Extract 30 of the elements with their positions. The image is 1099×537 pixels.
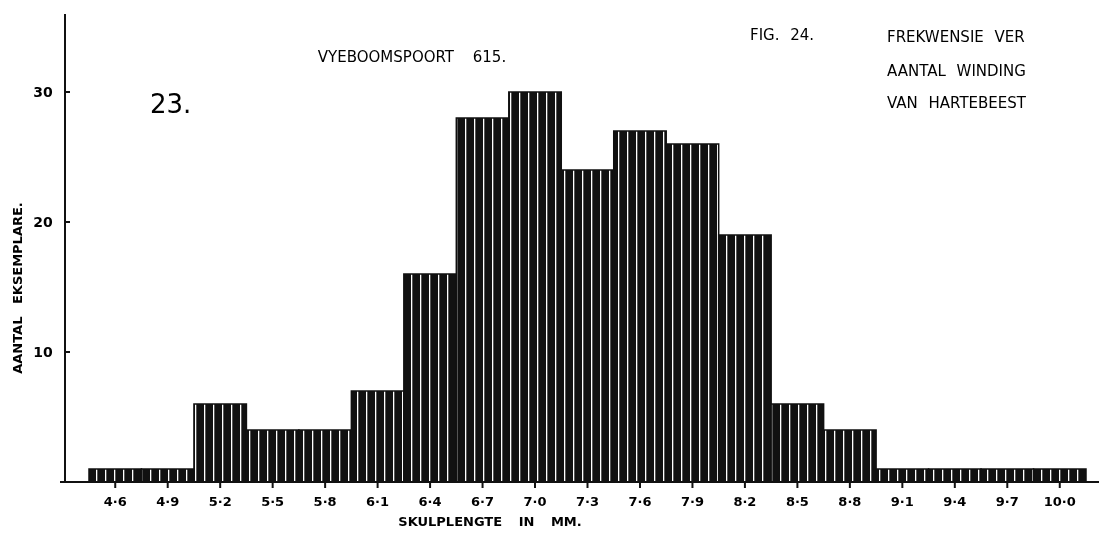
x-tick-label: 5·5 xyxy=(261,494,285,509)
y-tick-label: 10 xyxy=(33,343,53,360)
annotation: FREKWENSIE VER xyxy=(887,28,1025,46)
x-tick-label: 8·2 xyxy=(733,494,757,509)
x-tick-label: 6·4 xyxy=(418,494,442,509)
x-tick-label: 5·8 xyxy=(313,494,337,509)
x-tick-label: 8·8 xyxy=(838,494,862,509)
x-tick-label: 7·6 xyxy=(628,494,652,509)
annotation: FIG. 24. xyxy=(750,26,815,44)
x-tick-label: 4·6 xyxy=(103,494,127,509)
x-tick-label: 10·0 xyxy=(1043,494,1076,509)
x-tick-label: 7·3 xyxy=(575,494,600,509)
x-tick-label: 9·7 xyxy=(995,494,1019,509)
x-tick-label: 8·5 xyxy=(785,494,809,509)
y-tick-label: 20 xyxy=(33,213,53,230)
annotation: VAN HARTEBEEST xyxy=(887,94,1027,112)
x-axis-title: SKULPLENGTE IN MM. xyxy=(398,514,582,529)
y-tick-label: 30 xyxy=(33,83,53,100)
x-tick-label: 6·7 xyxy=(471,494,495,509)
x-tick-label: 7·0 xyxy=(523,494,547,509)
x-tick-label: 5·2 xyxy=(208,494,232,509)
x-tick-label: 9·4 xyxy=(943,494,967,509)
x-tick-label: 9·1 xyxy=(890,494,914,509)
y-axis-title: AANTAL EKSEMPLARE. xyxy=(10,202,25,374)
x-tick-label: 7·9 xyxy=(680,494,704,509)
x-tick-label: 4·9 xyxy=(156,494,180,509)
annotation: AANTAL WINDING xyxy=(887,62,1026,80)
x-tick-label: 6·1 xyxy=(366,494,390,509)
annotation: 23. xyxy=(150,89,192,119)
text: VYEBOOMSPOORT 615. xyxy=(317,48,507,66)
